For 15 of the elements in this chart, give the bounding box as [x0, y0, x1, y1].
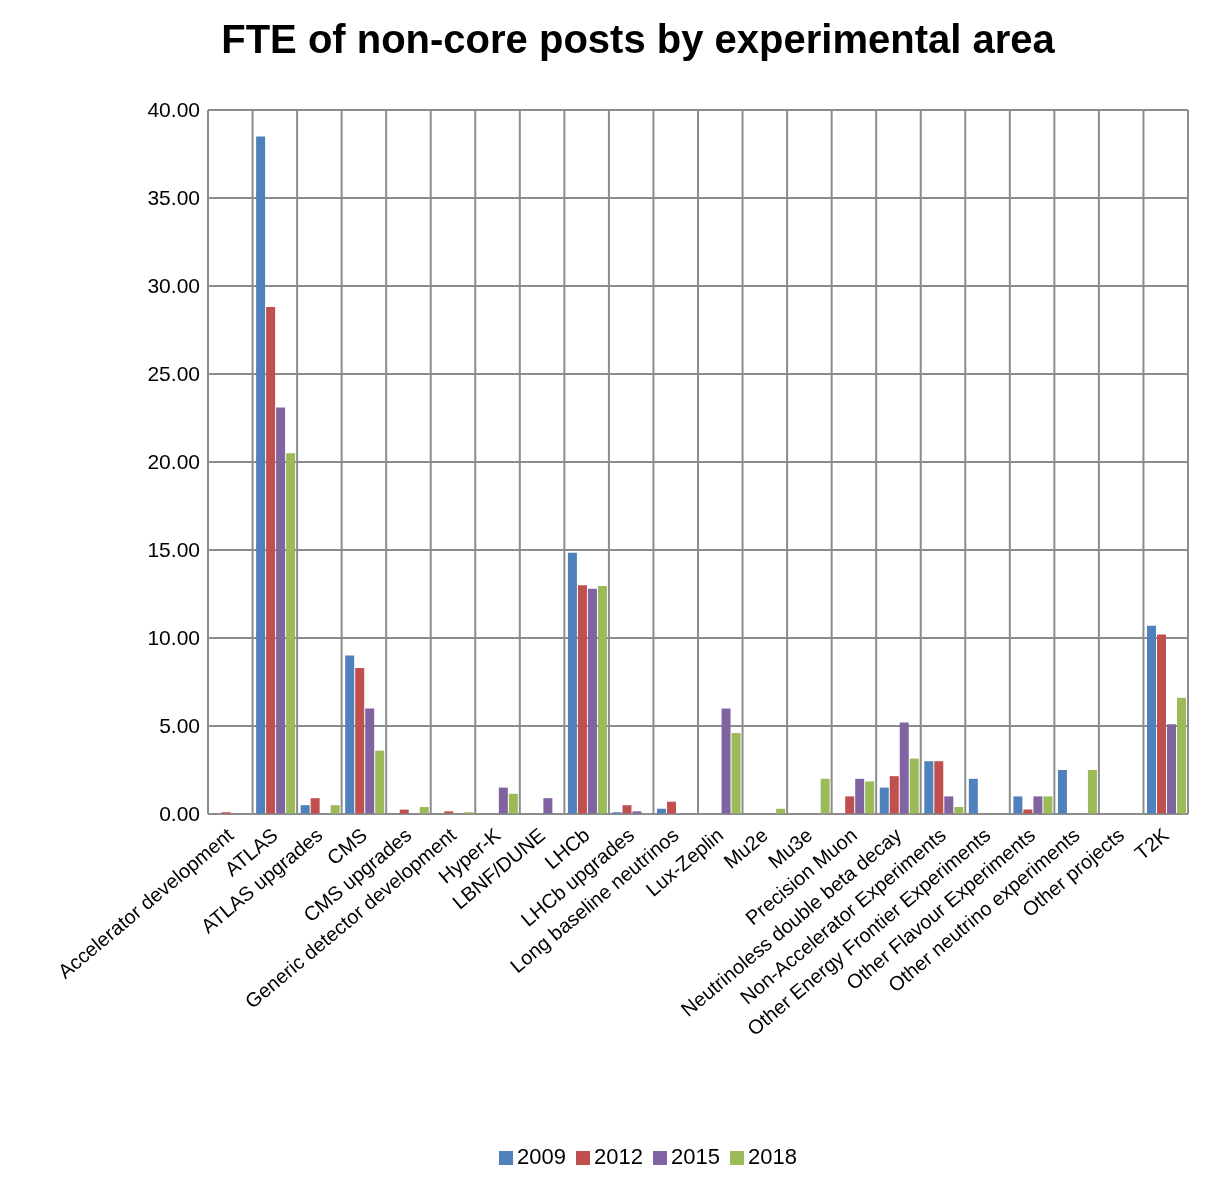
y-tick-label: 25.00 — [147, 362, 200, 386]
y-tick-label: 30.00 — [147, 274, 200, 298]
y-tick-label: 20.00 — [147, 450, 200, 474]
y-tick-label: 15.00 — [147, 538, 200, 562]
legend-label: 2015 — [671, 1144, 720, 1169]
y-tick-label: 35.00 — [147, 186, 200, 210]
y-tick-label: 40.00 — [147, 98, 200, 122]
legend-label: 2018 — [747, 1144, 797, 1169]
x-tick-label: T2K — [1130, 823, 1174, 865]
legend-label: 2009 — [517, 1144, 567, 1169]
y-tick-label: 0.00 — [159, 802, 200, 826]
chart-title: FTE of non-core posts by experimental area — [220, 16, 1056, 63]
legend-label: 2012 — [594, 1144, 643, 1169]
y-tick-label: 5.00 — [159, 714, 200, 738]
y-tick-label: 10.00 — [147, 626, 200, 650]
